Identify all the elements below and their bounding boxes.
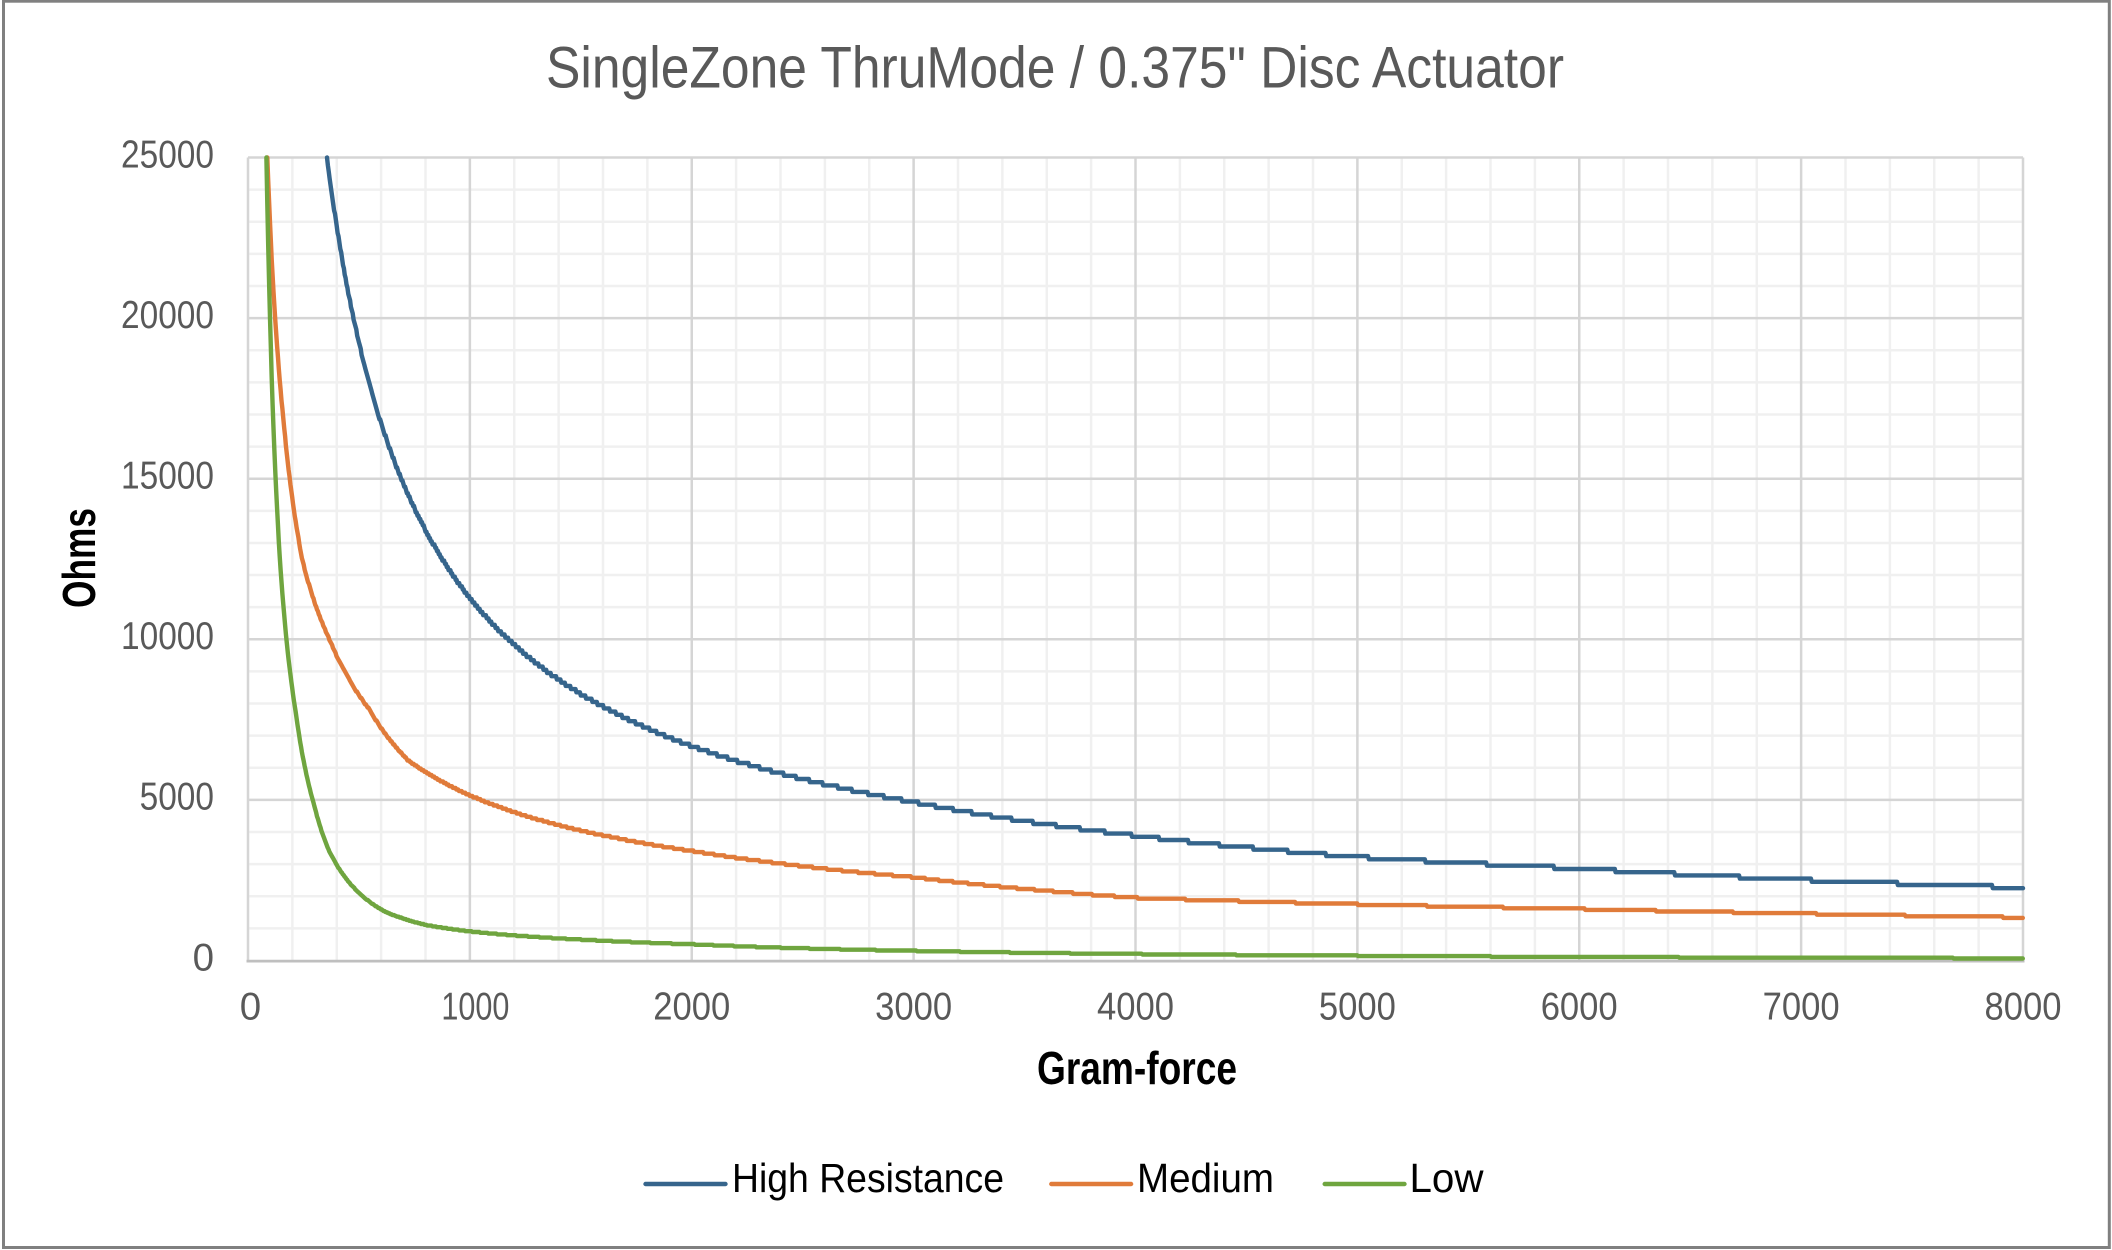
svg-text:4000: 4000: [1097, 985, 1174, 1028]
svg-text:0: 0: [193, 936, 214, 979]
svg-text:SingleZone ThruMode / 0.375" D: SingleZone ThruMode / 0.375" Disc Actuat…: [546, 36, 1564, 101]
svg-text:25000: 25000: [121, 133, 214, 176]
svg-text:1000: 1000: [441, 985, 509, 1028]
svg-text:20000: 20000: [121, 294, 214, 337]
svg-text:2000: 2000: [653, 985, 730, 1028]
svg-text:8000: 8000: [1985, 985, 2062, 1028]
svg-text:7000: 7000: [1763, 985, 1840, 1028]
svg-text:Gram-force: Gram-force: [1037, 1042, 1237, 1094]
svg-text:Low: Low: [1410, 1155, 1484, 1201]
svg-text:0: 0: [240, 985, 261, 1028]
svg-text:5000: 5000: [140, 776, 214, 819]
svg-text:Medium: Medium: [1137, 1155, 1274, 1201]
svg-text:3000: 3000: [875, 985, 952, 1028]
svg-text:High Resistance: High Resistance: [732, 1155, 1004, 1201]
svg-text:6000: 6000: [1541, 985, 1618, 1028]
svg-text:15000: 15000: [121, 455, 214, 498]
svg-text:10000: 10000: [121, 615, 214, 658]
svg-text:Ohms: Ohms: [53, 508, 105, 608]
svg-text:5000: 5000: [1319, 985, 1396, 1028]
